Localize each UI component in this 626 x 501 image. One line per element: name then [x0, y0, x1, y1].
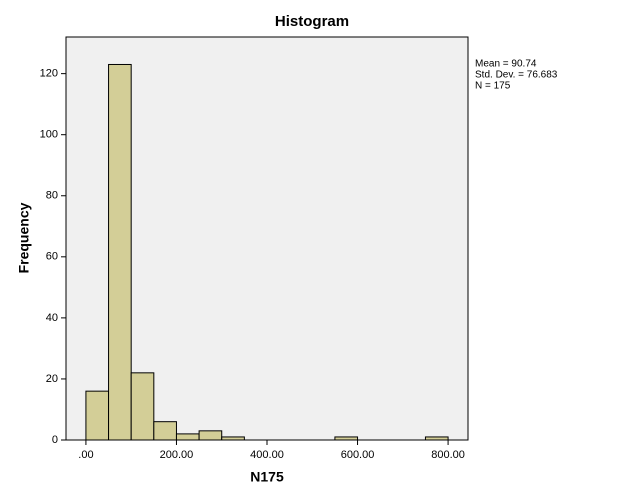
bar [198, 430, 223, 441]
x-axis-title: N175 [250, 469, 284, 485]
bar [108, 63, 132, 441]
bar [424, 436, 449, 441]
bar [153, 421, 177, 441]
bar [221, 436, 245, 441]
x-tick-label: 800.00 [431, 449, 465, 461]
x-tick-label: 600.00 [341, 449, 375, 461]
bar [130, 372, 155, 441]
chart-title: Histogram [275, 13, 349, 30]
y-tick-label: 120 [40, 68, 58, 80]
stat-label: Mean = 90.74 [475, 59, 537, 70]
bar [175, 433, 200, 441]
y-axis-title: Frequency [16, 202, 32, 273]
stat-label: Std. Dev. = 76.683 [475, 70, 558, 81]
x-tick-label: 200.00 [160, 449, 194, 461]
y-tick-label: 100 [40, 129, 58, 141]
y-tick-label: 60 [46, 251, 58, 263]
y-tick-label: 0 [52, 434, 58, 446]
bar [334, 436, 359, 441]
x-tick-label: 400.00 [250, 449, 284, 461]
bar [85, 390, 110, 441]
x-tick-label: .00 [78, 449, 93, 461]
stat-label: N = 175 [475, 81, 511, 92]
y-tick-label: 20 [46, 373, 58, 385]
y-tick-label: 80 [46, 190, 58, 202]
y-tick-label: 40 [46, 312, 58, 324]
